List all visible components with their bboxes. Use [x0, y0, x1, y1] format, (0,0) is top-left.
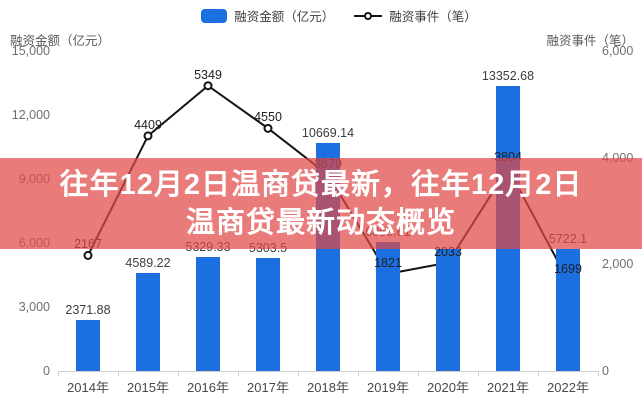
bar-2014[interactable] [76, 320, 100, 371]
legend-item-line-series[interactable]: 融资事件（笔） [354, 6, 477, 25]
line-marker-2017[interactable] [263, 123, 273, 133]
x-axis-category-label: 2015年 [127, 380, 169, 395]
legend-line-label: 融资事件（笔） [389, 10, 477, 24]
title-overlay-banner: 往年12月2日温商贷最新，往年12月2日 温商贷最新动态概览 [0, 158, 642, 249]
legend-bar-label: 融资金额（亿元） [234, 10, 335, 24]
bar-value-label: 13352.68 [481, 69, 535, 84]
x-axis-tick [358, 371, 359, 376]
line-value-label: 1699 [554, 262, 582, 277]
bar-2016[interactable] [196, 257, 220, 371]
x-axis-tick [58, 371, 59, 376]
overlay-title-line2: 温商贷最新动态概览 [185, 206, 456, 239]
bar-2017[interactable] [256, 257, 280, 371]
bar-value-label: 2371.88 [65, 303, 111, 318]
line-marker-2015[interactable] [143, 131, 153, 141]
line-value-label: 5349 [194, 67, 222, 82]
left-axis-title: 融资金额（亿元） [10, 34, 111, 48]
x-axis-line [58, 371, 598, 372]
x-axis-category-label: 2022年 [547, 380, 589, 395]
x-axis-category-label: 2021年 [487, 380, 529, 395]
legend-item-bar-series[interactable]: 融资金额（亿元） [201, 6, 334, 25]
line-value-label: 4550 [254, 110, 282, 125]
left-axis-tick-label: 12,000 [11, 108, 50, 122]
bar-2015[interactable] [136, 273, 160, 371]
bar-2020[interactable] [436, 248, 460, 371]
line-marker-2014[interactable] [83, 250, 93, 260]
line-value-label: 4409 [134, 117, 162, 132]
x-axis-tick [118, 371, 119, 376]
left-axis-tick-label: 0 [43, 364, 50, 378]
bar-2019[interactable] [376, 241, 400, 371]
right-axis-tick-label: 0 [602, 364, 609, 378]
x-axis-tick [478, 371, 479, 376]
line-series-marker-icon [354, 9, 383, 23]
x-axis-tick [598, 371, 599, 376]
left-axis-tick-label: 15,000 [11, 44, 50, 58]
line-value-label: 1821 [374, 255, 402, 270]
x-axis-category-label: 2018年 [307, 380, 349, 395]
x-axis-category-label: 2016年 [187, 380, 229, 395]
right-axis-title: 融资事件（笔） [546, 34, 634, 48]
bar-2022[interactable] [556, 248, 580, 371]
left-axis-tick-label: 3,000 [18, 300, 50, 314]
x-axis-category-label: 2020年 [427, 380, 469, 395]
right-axis-tick-label: 6,000 [602, 44, 634, 58]
x-axis-tick [538, 371, 539, 376]
line-marker-2016[interactable] [203, 81, 213, 91]
x-axis-tick [418, 371, 419, 376]
legend: 融资金额（亿元） 融资事件（笔） [0, 6, 642, 25]
x-axis-category-label: 2017年 [247, 380, 289, 395]
x-axis-tick [178, 371, 179, 376]
overlay-title-line1: 往年12月2日温商贷最新，往年12月2日 [59, 168, 583, 201]
right-axis-tick-label: 2,000 [602, 257, 634, 272]
x-axis-category-label: 2014年 [67, 380, 109, 395]
x-axis-tick [298, 371, 299, 376]
x-axis-tick [238, 371, 239, 376]
bar-value-label: 4589.22 [125, 256, 171, 271]
bar-value-label: 10669.14 [301, 126, 355, 141]
bar-series-swatch-icon [201, 8, 228, 23]
x-axis-category-label: 2019年 [367, 380, 409, 395]
